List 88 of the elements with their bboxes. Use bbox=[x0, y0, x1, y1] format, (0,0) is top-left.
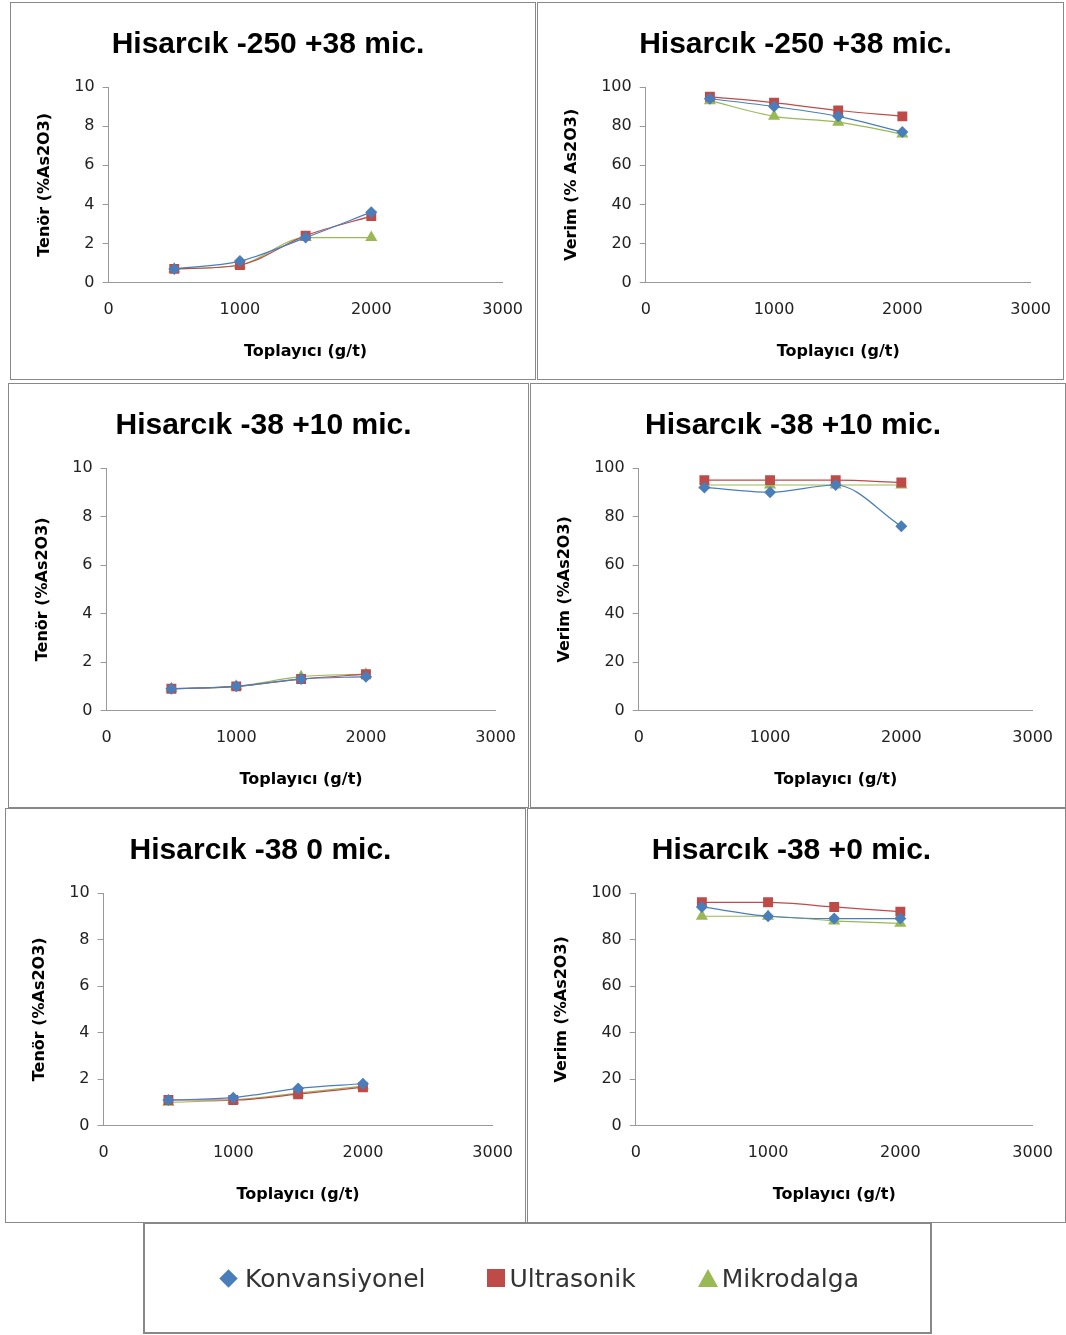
y-tick-label: 40 bbox=[604, 602, 625, 622]
y-tick-label: 40 bbox=[611, 193, 632, 213]
y-tick-label: 100 bbox=[594, 457, 625, 477]
point bbox=[365, 230, 378, 242]
x-tick-label: 0 bbox=[101, 727, 112, 747]
point bbox=[897, 111, 908, 122]
chart-title: Hisarcık -38 +0 mic. bbox=[651, 832, 932, 866]
y-tick-label: 20 bbox=[604, 651, 625, 671]
y-axis-title: Verim (%As2O3) bbox=[553, 516, 573, 663]
y-tick-label: 6 bbox=[84, 154, 95, 174]
y-tick-label: 80 bbox=[611, 115, 632, 135]
x-tick-label: 1000 bbox=[212, 1142, 254, 1162]
x-tick-label: 2000 bbox=[350, 299, 392, 319]
x-tick-label: 0 bbox=[98, 1142, 109, 1162]
y-tick-label: 40 bbox=[601, 1021, 622, 1041]
point bbox=[768, 100, 781, 113]
legend-label: Mikrodalga bbox=[721, 1263, 859, 1293]
x-tick-label: 3000 bbox=[475, 727, 516, 747]
y-tick-label: 10 bbox=[69, 882, 90, 902]
y-tick-label: 4 bbox=[79, 1021, 90, 1041]
y-axis-title: Verim (%As2O3) bbox=[550, 936, 570, 1083]
y-tick-label: 0 bbox=[614, 699, 625, 719]
y-tick-label: 8 bbox=[84, 115, 95, 135]
x-tick-label: 1000 bbox=[753, 299, 795, 319]
x-axis-title: Toplayıcı (g/t) bbox=[772, 1183, 896, 1203]
x-tick-label: 3000 bbox=[1012, 727, 1053, 747]
y-axis-title: Verim (% As2O3) bbox=[560, 108, 580, 261]
y-tick-label: 100 bbox=[591, 882, 622, 902]
y-tick-label: 0 bbox=[82, 699, 93, 719]
chart-title: Hisarcık -250 +38 mic. bbox=[639, 26, 952, 60]
x-tick-label: 3000 bbox=[1010, 299, 1051, 319]
y-tick-label: 20 bbox=[601, 1068, 622, 1088]
x-tick-label: 1000 bbox=[749, 727, 791, 747]
chart-title: Hisarcık -250 +38 mic. bbox=[111, 26, 425, 60]
y-tick-label: 80 bbox=[604, 505, 625, 525]
x-tick-label: 1000 bbox=[747, 1142, 789, 1162]
x-axis-title: Toplayıcı (g/t) bbox=[776, 340, 900, 360]
y-tick-label: 6 bbox=[82, 554, 93, 574]
point bbox=[832, 110, 845, 123]
y-tick-label: 8 bbox=[82, 505, 93, 525]
x-tick-label: 2000 bbox=[879, 1142, 921, 1162]
y-tick-label: 10 bbox=[74, 76, 95, 96]
x-tick-label: 3000 bbox=[1012, 1142, 1053, 1162]
y-tick-label: 60 bbox=[601, 975, 622, 995]
x-tick-label: 0 bbox=[103, 299, 114, 319]
x-tick-label: 1000 bbox=[215, 727, 257, 747]
y-tick-label: 2 bbox=[82, 651, 93, 671]
x-tick-label: 0 bbox=[640, 299, 651, 319]
y-tick-label: 4 bbox=[84, 193, 95, 213]
x-axis-title: Toplayıcı (g/t) bbox=[239, 768, 363, 788]
point bbox=[698, 481, 711, 494]
y-tick-label: 100 bbox=[601, 76, 632, 96]
x-tick-label: 2000 bbox=[345, 727, 387, 747]
y-tick-label: 0 bbox=[611, 1114, 622, 1134]
y-tick-label: 2 bbox=[79, 1068, 90, 1088]
y-tick-label: 0 bbox=[621, 271, 632, 291]
y-tick-label: 0 bbox=[79, 1114, 90, 1134]
y-tick-label: 2 bbox=[84, 232, 95, 252]
y-tick-label: 60 bbox=[604, 554, 625, 574]
x-tick-label: 3000 bbox=[482, 299, 523, 319]
y-tick-label: 4 bbox=[82, 602, 93, 622]
y-tick-label: 0 bbox=[84, 271, 95, 291]
y-tick-label: 20 bbox=[611, 232, 632, 252]
y-tick-label: 80 bbox=[601, 928, 622, 948]
y-axis-title: Tenör (%As2O3) bbox=[28, 937, 48, 1082]
x-axis-title: Toplayıcı (g/t) bbox=[244, 340, 368, 360]
point bbox=[767, 109, 781, 120]
point bbox=[764, 486, 777, 499]
x-tick-label: 2000 bbox=[881, 299, 923, 319]
legend-label: Konvansiyonel bbox=[244, 1263, 426, 1293]
x-tick-label: 2000 bbox=[880, 727, 922, 747]
y-tick-label: 10 bbox=[72, 457, 93, 477]
point bbox=[365, 206, 378, 219]
x-tick-label: 1000 bbox=[219, 299, 261, 319]
x-axis-title: Toplayıcı (g/t) bbox=[236, 1183, 360, 1203]
x-axis-title: Toplayıcı (g/t) bbox=[774, 768, 898, 788]
y-tick-label: 6 bbox=[79, 975, 90, 995]
point bbox=[895, 520, 908, 533]
x-tick-label: 3000 bbox=[472, 1142, 513, 1162]
y-axis-title: Tenör (%As2O3) bbox=[31, 517, 51, 662]
legend-label: Ultrasonik bbox=[509, 1263, 636, 1293]
y-axis-title: Tenör (%As2O3) bbox=[33, 112, 53, 257]
chart-title: Hisarcık -38 +10 mic. bbox=[644, 407, 942, 441]
chart-title: Hisarcık -38 0 mic. bbox=[129, 832, 392, 866]
chart-title: Hisarcık -38 +10 mic. bbox=[115, 407, 412, 441]
y-tick-label: 8 bbox=[79, 928, 90, 948]
y-tick-label: 60 bbox=[611, 154, 632, 174]
x-tick-label: 2000 bbox=[342, 1142, 384, 1162]
